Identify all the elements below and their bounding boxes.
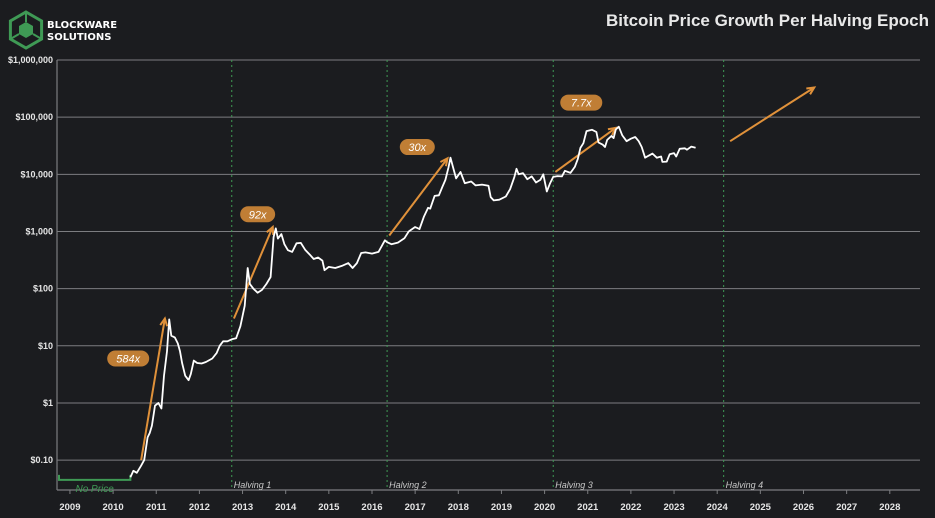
x-axis-ticks: 2009 2010 2011 2012 2013 2014 2015 2016 2017 2018…	[59, 490, 900, 513]
x-tick-label: 2025	[750, 502, 772, 513]
y-tick-label: $0.10	[30, 455, 53, 465]
halving-label: Halving 1	[234, 480, 272, 490]
x-tick-label: 2023	[663, 502, 684, 513]
no-price-range: No Price	[58, 474, 132, 495]
growth-arrow-head	[159, 316, 169, 327]
y-tick-label: $100	[33, 284, 53, 294]
x-tick-label: 2013	[232, 502, 253, 513]
x-tick-label: 2026	[793, 502, 814, 513]
multiplier-label: 30x	[408, 142, 426, 154]
multiplier-badge: 7.7x	[560, 94, 603, 111]
axis-frame	[56, 60, 920, 491]
brand-logo: BLOCKWARE SOLUTIONS	[8, 10, 117, 50]
y-tick-label: $1,000	[25, 226, 53, 236]
growth-arrow-head	[266, 224, 275, 235]
x-tick-label: 2015	[318, 502, 340, 513]
multiplier-badge: 584x	[107, 350, 150, 367]
x-tick-label: 2012	[189, 502, 210, 513]
x-tick-label: 2017	[405, 502, 426, 513]
y-tick-label: $1	[43, 398, 53, 408]
x-tick-label: 2020	[534, 502, 555, 513]
halving-markers: Halving 1 Halving 2 Halving 3 Halving 4	[231, 60, 764, 490]
x-tick-label: 2019	[491, 502, 512, 513]
growth-arrow-shaft	[729, 86, 815, 143]
multiplier-badge-bg	[399, 139, 435, 156]
growth-arrow-shaft	[554, 127, 617, 173]
growth-arrow-head	[806, 86, 817, 95]
halving-label: Halving 2	[389, 480, 427, 490]
x-tick-label: 2016	[361, 502, 382, 513]
growth-arrow-shaft	[232, 226, 274, 319]
brand-name-line1: BLOCKWARE	[47, 20, 117, 31]
no-price-bracket	[58, 474, 132, 481]
x-tick-label: 2018	[448, 502, 469, 513]
multiplier-badge: 92x	[240, 206, 276, 223]
x-tick-label: 2009	[59, 502, 80, 513]
btc-price-line	[129, 125, 696, 478]
hexagon-cube-logo-icon	[8, 10, 44, 50]
growth-arrow-shaft	[140, 318, 166, 461]
y-tick-label: $10	[38, 341, 53, 351]
x-tick-label: 2014	[275, 502, 297, 513]
multiplier-badge-bg	[560, 94, 603, 111]
halving-label: Halving 4	[726, 480, 764, 490]
x-tick-label: 2028	[879, 502, 900, 513]
growth-arrows	[140, 86, 817, 461]
x-tick-label: 2011	[146, 502, 167, 513]
brand-name-line2: SOLUTIONS	[47, 32, 111, 43]
y-tick-label: $10,000	[20, 169, 53, 179]
growth-arrow-head	[607, 126, 618, 136]
multiplier-badge-bg	[107, 350, 150, 367]
x-tick-label: 2021	[577, 502, 599, 513]
price-series	[129, 125, 696, 478]
growth-arrow-shaft	[388, 157, 449, 237]
x-tick-label: 2027	[836, 502, 857, 513]
multiplier-label: 584x	[116, 353, 140, 365]
gridlines	[57, 59, 920, 461]
multiplier-badge: 30x	[399, 139, 435, 156]
y-axis-ticks: $1,000,000 $100,000 $10,000 $1,000 $100 $10 $1…	[8, 55, 53, 465]
x-tick-label: 2010	[103, 502, 124, 513]
halving-label: Halving 3	[555, 480, 593, 490]
x-tick-label: 2022	[620, 502, 641, 513]
multiplier-label: 7.7x	[571, 98, 592, 110]
multiplier-label: 92x	[249, 209, 267, 221]
multiplier-badges: 584x 92x 30x 7.7x	[107, 94, 603, 367]
chart-title: Bitcoin Price Growth Per Halving Epoch	[606, 11, 929, 30]
multiplier-badge-bg	[240, 206, 276, 223]
growth-arrow-head	[439, 156, 449, 167]
y-tick-label: $1,000,000	[8, 55, 53, 65]
no-price-label: No Price	[75, 484, 114, 495]
x-tick-label: 2024	[707, 502, 729, 513]
y-tick-label: $100,000	[15, 112, 53, 122]
